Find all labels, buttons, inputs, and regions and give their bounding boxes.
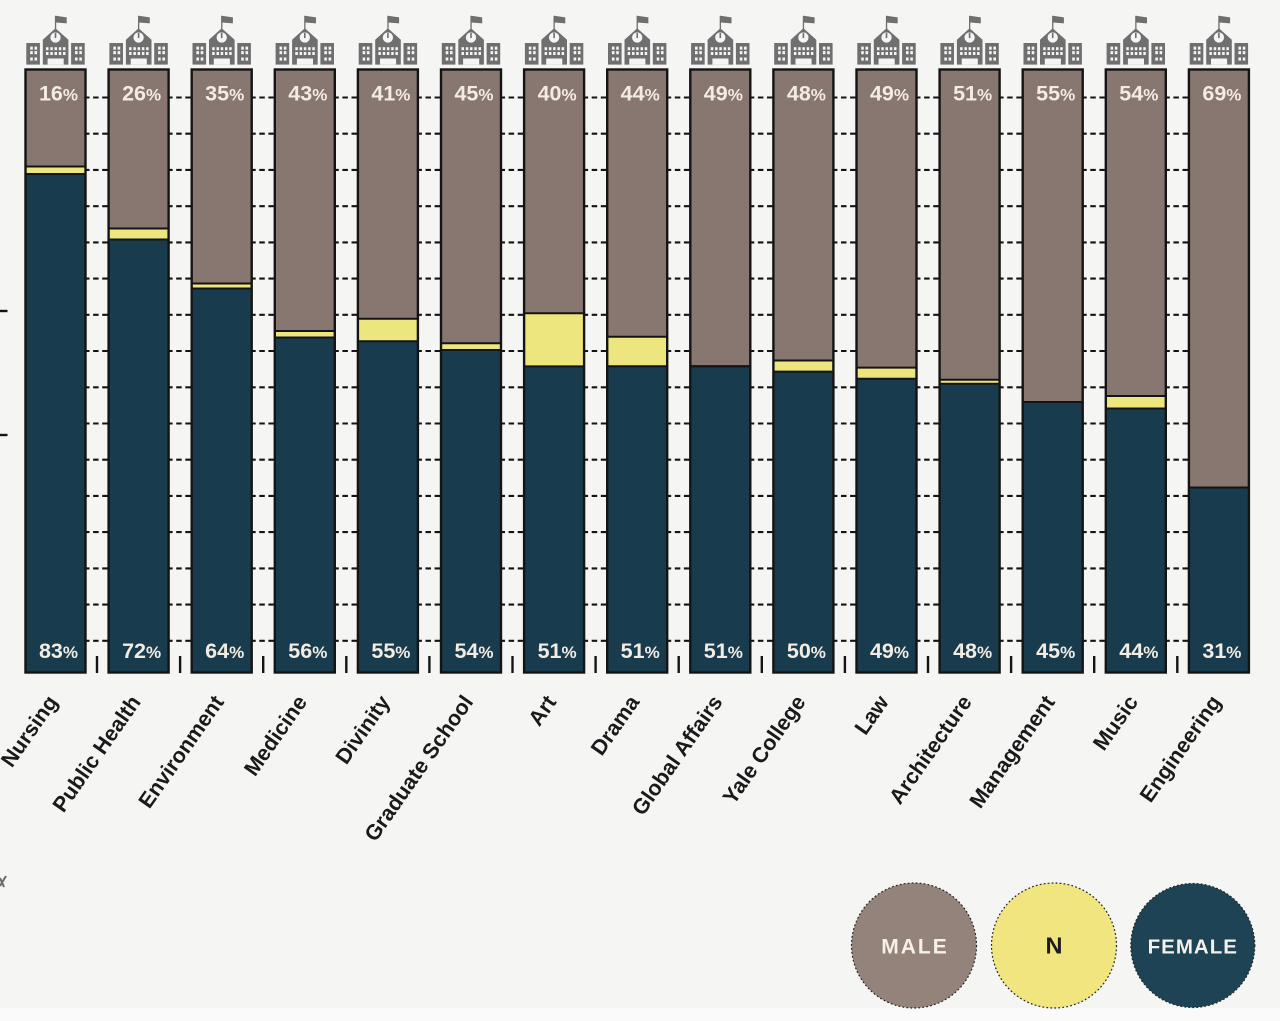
svg-text:54%: 54% [454, 639, 493, 663]
svg-text:48%: 48% [787, 82, 826, 106]
svg-text:45%: 45% [1036, 639, 1075, 663]
svg-text:50%: 50% [787, 639, 826, 663]
svg-text:N: N [1046, 933, 1063, 959]
svg-text:FEMALE: FEMALE [1148, 936, 1238, 959]
svg-text:45%: 45% [454, 82, 493, 106]
svg-text:31%: 31% [1202, 639, 1241, 663]
svg-text:MALE: MALE [881, 936, 949, 959]
svg-text:48%: 48% [953, 639, 992, 663]
svg-text:72%: 72% [122, 639, 161, 663]
svg-text:51%: 51% [953, 82, 992, 106]
svg-text:83%: 83% [39, 639, 78, 663]
svg-text:44%: 44% [1119, 639, 1158, 663]
svg-text:69%: 69% [1202, 82, 1241, 106]
svg-text:54%: 54% [1119, 82, 1158, 106]
svg-text:49%: 49% [870, 639, 909, 663]
svg-text:49%: 49% [704, 82, 743, 106]
svg-text:35%: 35% [205, 82, 244, 106]
svg-text:56%: 56% [288, 639, 327, 663]
svg-text:26%: 26% [122, 82, 161, 106]
svg-text:64%: 64% [205, 639, 244, 663]
svg-text:16%: 16% [39, 82, 78, 106]
svg-text:43%: 43% [288, 82, 327, 106]
svg-text:55%: 55% [371, 639, 410, 663]
svg-text:55%: 55% [1036, 82, 1075, 106]
svg-text:44%: 44% [621, 82, 660, 106]
svg-text:49%: 49% [870, 82, 909, 106]
svg-text:51%: 51% [704, 639, 743, 663]
svg-text:51%: 51% [538, 639, 577, 663]
svg-text:41%: 41% [371, 82, 410, 106]
svg-text:40%: 40% [538, 82, 577, 106]
svg-text:51%: 51% [621, 639, 660, 663]
